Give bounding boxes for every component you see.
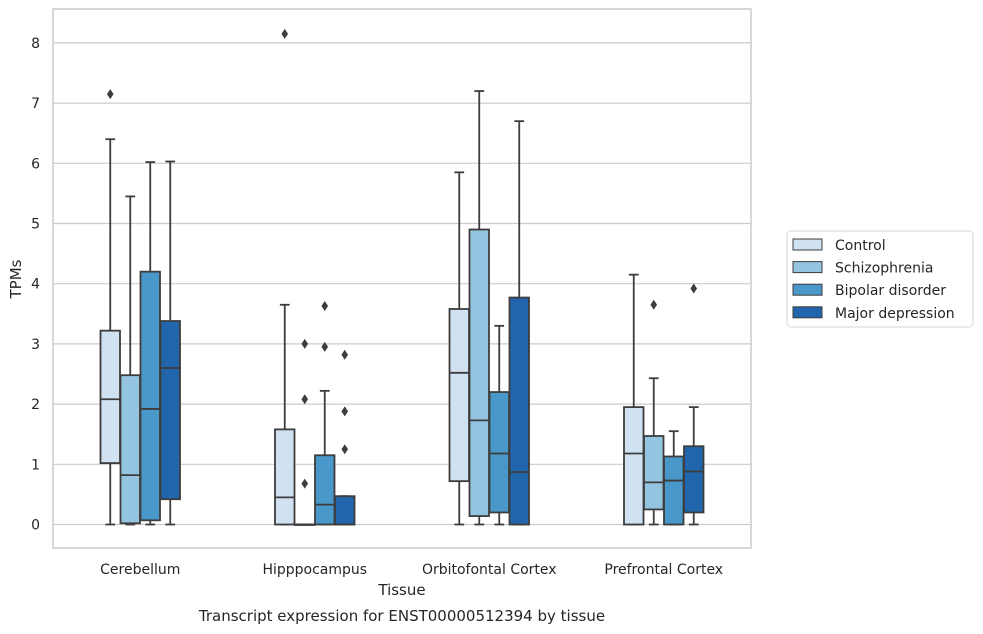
y-axis-ticks: 0 1 2 3 4 5 6 7 8: [31, 36, 40, 534]
box-group: [623, 273, 645, 526]
outlier-point: [301, 338, 309, 349]
legend-label: Major depression: [835, 306, 955, 322]
y-axis-title: TPMs: [7, 259, 25, 299]
box-group: [468, 90, 490, 526]
y-tick-label: 0: [31, 518, 40, 534]
box-group: [508, 120, 530, 526]
x-tick-label: Orbitofontal Cortex: [422, 562, 557, 578]
box: [159, 320, 181, 501]
chart-title: Transcript expression for ENST0000051239…: [198, 607, 605, 625]
y-tick-label: 6: [31, 156, 40, 172]
box: [448, 308, 470, 483]
box: [643, 435, 665, 511]
outlier-point: [106, 89, 114, 100]
legend-swatch: [792, 306, 823, 319]
box-group: [663, 430, 685, 526]
box-group: [119, 195, 141, 526]
box-group: [643, 299, 665, 526]
box-group: [488, 324, 510, 526]
y-tick-label: 5: [31, 217, 40, 233]
legend-label: Bipolar disorder: [835, 283, 946, 299]
x-axis-ticks: Cerebellum Hipppocampus Orbitofontal Corte…: [100, 562, 723, 578]
legend-label: Control: [835, 238, 886, 254]
box: [623, 406, 645, 526]
box-group: [99, 89, 121, 526]
y-tick-label: 4: [31, 277, 40, 293]
legend-swatch: [792, 283, 823, 296]
outlier-point: [321, 300, 329, 311]
legend-swatch: [792, 238, 823, 251]
box-group: [139, 161, 161, 526]
x-tick-label: Cerebellum: [100, 562, 180, 578]
legend-swatch: [792, 261, 823, 274]
x-tick-label: Hipppocampus: [262, 562, 367, 578]
box-group: [159, 160, 181, 526]
outlier-point: [650, 299, 658, 310]
y-tick-label: 1: [31, 457, 40, 473]
box: [274, 428, 296, 526]
outlier-point: [281, 28, 289, 39]
box: [139, 270, 161, 522]
outlier-point: [301, 394, 309, 405]
legend: Control Schizophrenia Bipolar disorder Majo…: [786, 230, 974, 328]
box: [508, 296, 530, 526]
box: [334, 495, 356, 526]
outlier-point: [341, 349, 349, 360]
box: [119, 374, 141, 525]
box: [99, 329, 121, 464]
outlier-point: [690, 283, 698, 294]
outlier-point: [341, 406, 349, 417]
box-group: [294, 338, 316, 526]
x-axis-title: Tissue: [377, 581, 425, 599]
box-group: [274, 28, 296, 526]
outlier-point: [301, 478, 309, 489]
box-group: [334, 349, 356, 526]
box: [683, 445, 705, 514]
plot-frame: [52, 8, 752, 549]
outlier-point: [321, 341, 329, 352]
outlier-point: [341, 444, 349, 455]
box: [488, 391, 510, 514]
y-tick-label: 2: [31, 397, 40, 413]
plot-boxes: [99, 28, 705, 526]
legend-label: Schizophrenia: [835, 261, 933, 277]
box-group: [314, 300, 336, 526]
y-tick-label: 8: [31, 36, 40, 52]
box: [663, 455, 685, 526]
box: [468, 228, 490, 517]
legend-frame: [786, 230, 974, 328]
y-tick-label: 7: [31, 96, 40, 112]
x-tick-label: Prefrontal Cortex: [604, 562, 723, 578]
y-tick-label: 3: [31, 337, 40, 353]
box-group: [448, 171, 470, 526]
box-group: [683, 283, 705, 526]
box: [314, 454, 336, 526]
